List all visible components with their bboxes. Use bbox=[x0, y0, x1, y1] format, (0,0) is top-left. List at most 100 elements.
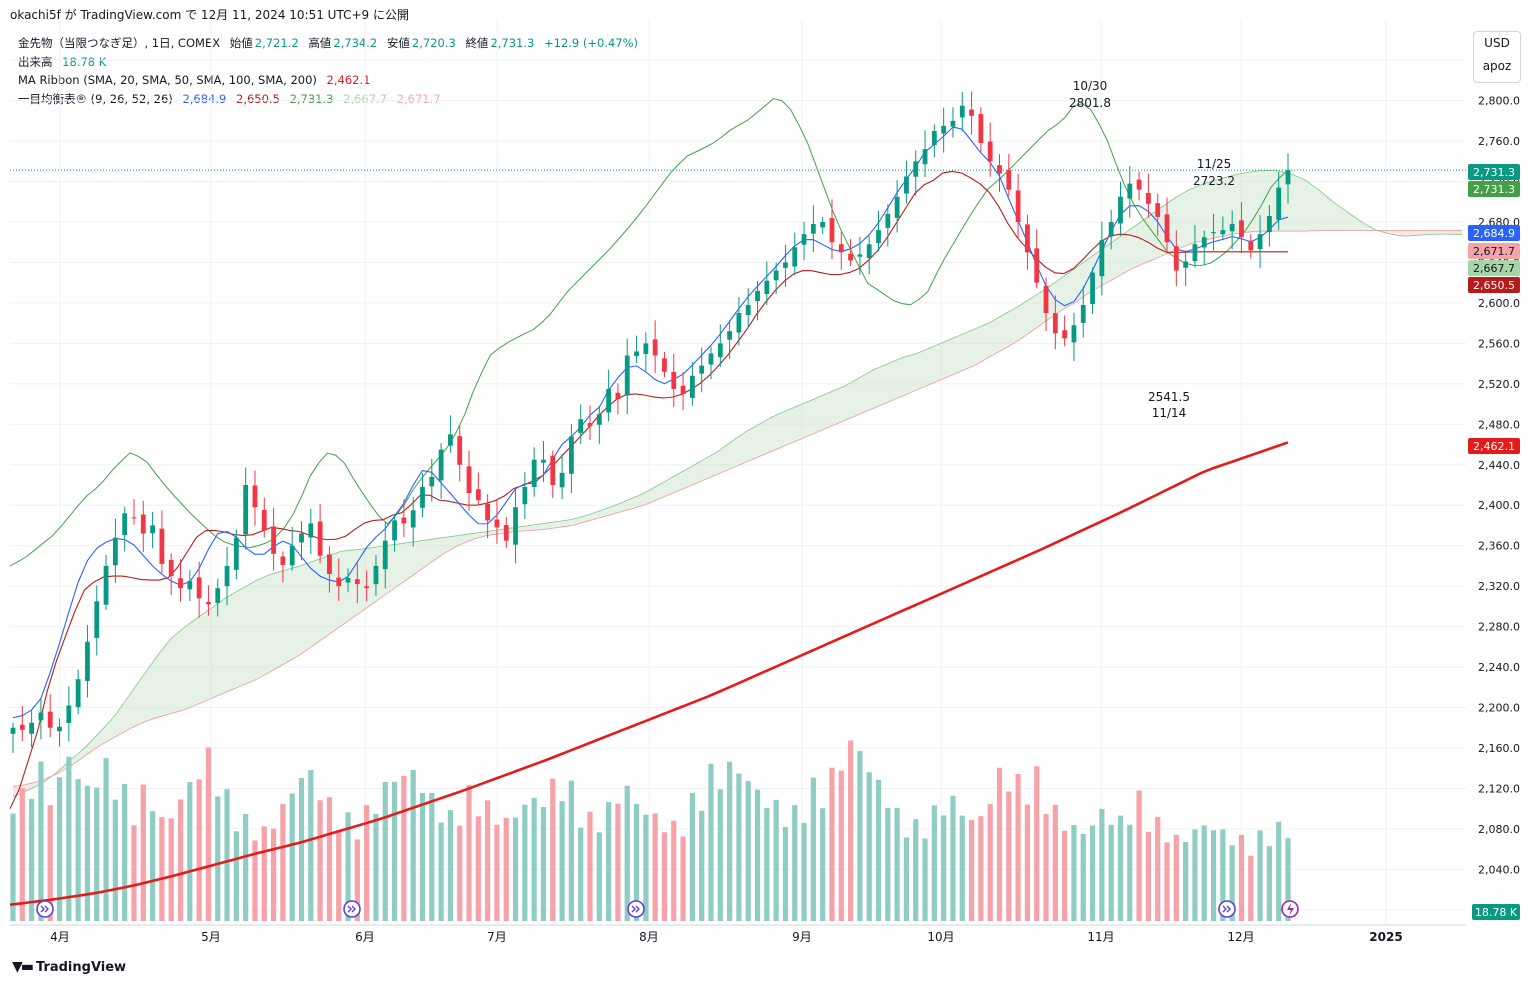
candle-body bbox=[1248, 240, 1254, 251]
candle-body bbox=[364, 586, 370, 589]
candle-body bbox=[717, 343, 723, 358]
x-tick-label: 12月 bbox=[1227, 930, 1254, 944]
candle bbox=[922, 130, 928, 178]
candle-body bbox=[168, 559, 174, 577]
candle bbox=[438, 442, 444, 499]
y-tick-label: 2,560.0 bbox=[1478, 337, 1520, 350]
volume-bar bbox=[754, 789, 761, 921]
volume-bar bbox=[215, 796, 221, 921]
volume-bar bbox=[540, 806, 547, 921]
candle bbox=[373, 554, 379, 596]
candle bbox=[336, 558, 342, 602]
candle bbox=[541, 441, 546, 482]
candle bbox=[317, 503, 323, 564]
volume-bar bbox=[345, 812, 351, 921]
account-label: apoz bbox=[1482, 59, 1512, 73]
price-label-text: 2,650.5 bbox=[1473, 279, 1515, 292]
candle-body bbox=[1239, 220, 1244, 238]
currency-selector[interactable]: USD apoz bbox=[1473, 31, 1521, 83]
candle bbox=[215, 578, 221, 617]
candle-body bbox=[1052, 313, 1058, 334]
candle bbox=[894, 179, 900, 233]
price-label-text: 2,671.7 bbox=[1473, 245, 1515, 258]
volume-bar bbox=[727, 761, 733, 921]
volume-bar bbox=[913, 819, 919, 921]
volume-bar bbox=[661, 832, 668, 921]
event-marker-icon[interactable] bbox=[1218, 900, 1236, 918]
price-label-text: 2,731.3 bbox=[1473, 166, 1515, 179]
candle-body bbox=[931, 130, 937, 146]
price-label: 2,684.9 bbox=[1468, 225, 1520, 241]
candle-body bbox=[829, 218, 835, 243]
candle-body bbox=[66, 705, 72, 723]
candle-body bbox=[1146, 193, 1151, 204]
price-label-bg bbox=[1468, 243, 1520, 259]
dividend-marker-icon[interactable] bbox=[1281, 900, 1299, 918]
volume-bar bbox=[122, 783, 128, 921]
y-tick-label: 2,360.0 bbox=[1478, 540, 1520, 553]
volume-bar bbox=[29, 798, 35, 921]
candle-body bbox=[708, 353, 714, 365]
candle-body bbox=[606, 388, 612, 413]
candle bbox=[820, 216, 826, 235]
ichimoku-label: 一目均衡表® (9, 26, 52, 26) bbox=[18, 91, 173, 106]
volume-bar bbox=[1136, 790, 1142, 921]
candle bbox=[401, 499, 407, 538]
candle bbox=[783, 244, 788, 287]
candle bbox=[1108, 209, 1114, 250]
candle bbox=[950, 107, 956, 138]
candle-body bbox=[196, 577, 202, 599]
event-marker-icon[interactable] bbox=[36, 900, 54, 918]
legend-volume-row[interactable]: 出来高 18.78 K bbox=[18, 53, 638, 72]
legend-ichimoku-row[interactable]: 一目均衡表® (9, 26, 52, 26) 2,684.9 2,650.5 2… bbox=[18, 90, 638, 109]
tradingview-brand[interactable]: ▼▬ TradingView bbox=[12, 959, 126, 975]
candle-body bbox=[522, 487, 528, 505]
candle-body bbox=[624, 355, 630, 396]
open-value: 2,721.2 bbox=[254, 36, 299, 50]
candle-body bbox=[178, 578, 183, 589]
price-label: 2,671.7 bbox=[1468, 243, 1520, 259]
candle bbox=[29, 710, 35, 748]
legend-symbol-row[interactable]: 金先物（当限つなぎ足）, 1日, COMEX 始値 2,721.2 高値 2,734… bbox=[18, 34, 638, 53]
candle-body bbox=[634, 351, 639, 357]
event-marker-circle bbox=[1218, 900, 1236, 918]
y-tick-label: 2,800.0 bbox=[1478, 95, 1520, 108]
volume-bar bbox=[419, 792, 426, 921]
volume-bar bbox=[820, 808, 826, 921]
candle bbox=[848, 238, 853, 267]
candle bbox=[271, 507, 276, 571]
kumo-cloud bbox=[12, 170, 1463, 797]
candle-body bbox=[531, 459, 537, 488]
candle-body bbox=[513, 507, 518, 545]
y-tick-label: 2,440.0 bbox=[1478, 459, 1520, 472]
legend-ma-row[interactable]: MA Ribbon (SMA, 20, SMA, 50, SMA, 100, S… bbox=[18, 71, 638, 90]
volume-bar bbox=[56, 777, 63, 921]
candle-body bbox=[1229, 224, 1235, 232]
candles bbox=[10, 91, 1291, 754]
candle-body bbox=[913, 161, 919, 177]
candle-body bbox=[904, 176, 909, 194]
volume-bar bbox=[1266, 846, 1272, 921]
price-label-bg bbox=[1468, 438, 1520, 454]
candle-body bbox=[615, 392, 621, 400]
candle-body bbox=[736, 313, 742, 333]
candle-body bbox=[578, 419, 584, 433]
candle bbox=[354, 562, 360, 604]
senkou-span-a-line bbox=[12, 170, 1463, 797]
candle-body bbox=[252, 485, 258, 508]
volume-bar bbox=[1248, 855, 1254, 921]
candle-body bbox=[494, 519, 500, 528]
volume-bar bbox=[19, 788, 25, 921]
candle bbox=[1080, 286, 1086, 338]
candle-body bbox=[57, 726, 62, 732]
candle bbox=[1239, 202, 1244, 254]
open-label: 始値 bbox=[229, 36, 253, 50]
volume-bar bbox=[773, 799, 779, 921]
event-marker-icon[interactable] bbox=[627, 900, 645, 918]
candle bbox=[959, 92, 965, 132]
candle bbox=[475, 472, 481, 506]
volume-bar bbox=[531, 797, 537, 921]
event-marker-icon[interactable] bbox=[343, 900, 361, 918]
volume-bar bbox=[717, 789, 723, 921]
